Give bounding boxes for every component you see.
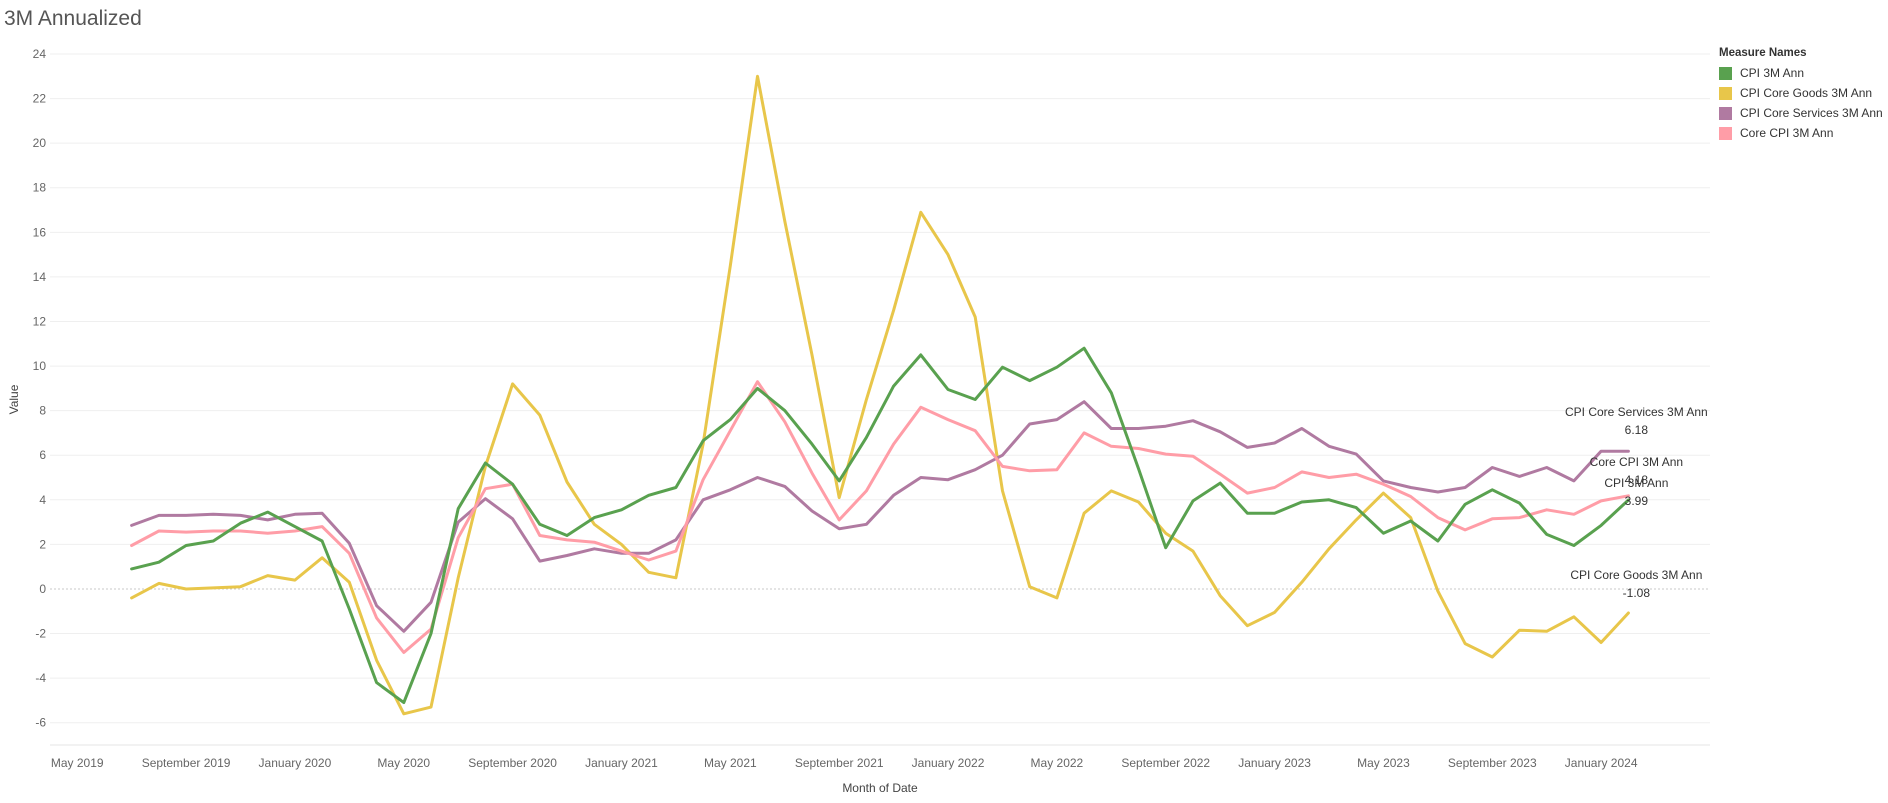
legend: Measure Names CPI 3M Ann CPI Core Goods 3… — [1719, 47, 1883, 143]
y-tick-label: 0 — [39, 582, 46, 596]
grid-lines — [50, 53, 1710, 724]
x-tick-label: January 2023 — [1238, 756, 1311, 770]
legend-title: Measure Names — [1719, 47, 1807, 59]
end-label-value: -1.08 — [1623, 586, 1651, 600]
y-tick-label: 24 — [33, 47, 47, 61]
x-tick-label: May 2023 — [1357, 756, 1410, 770]
legend-label: CPI Core Services 3M Ann — [1740, 106, 1883, 120]
x-tick-label: September 2021 — [795, 756, 884, 770]
legend-item[interactable]: CPI Core Goods 3M Ann — [1719, 83, 1883, 103]
x-tick-label: May 2020 — [377, 756, 430, 770]
x-tick-label: May 2022 — [1031, 756, 1084, 770]
series-line-cpi-core-services-3m-ann — [130, 400, 1630, 633]
x-tick-label: May 2021 — [704, 756, 757, 770]
series-lines — [130, 74, 1630, 716]
legend-swatch — [1719, 66, 1732, 80]
legend-item[interactable]: Core CPI 3M Ann — [1719, 123, 1883, 143]
y-tick-label: -2 — [35, 627, 46, 641]
y-tick-label: 8 — [39, 404, 46, 418]
x-tick-label: January 2024 — [1565, 756, 1638, 770]
legend-label: Core CPI 3M Ann — [1740, 126, 1834, 140]
y-tick-label: 16 — [33, 225, 47, 239]
legend-swatch — [1719, 106, 1732, 120]
x-tick-label: January 2020 — [259, 756, 332, 770]
end-label-value: 3.99 — [1625, 494, 1649, 508]
series-line-core-cpi-3m-ann — [130, 380, 1630, 654]
x-tick-label: May 2019 — [51, 756, 104, 770]
y-tick-label: 14 — [33, 270, 47, 284]
y-tick-label: 6 — [39, 448, 46, 462]
end-label-name: CPI Core Services 3M Ann — [1565, 405, 1708, 419]
y-tick-label: 12 — [33, 314, 47, 328]
chart-title: 3M Annualized — [4, 7, 142, 30]
legend-item[interactable]: CPI 3M Ann — [1719, 63, 1883, 83]
series-line-cpi-3m-ann — [130, 346, 1630, 705]
x-tick-label: January 2022 — [912, 756, 985, 770]
legend-item[interactable]: CPI Core Services 3M Ann — [1719, 103, 1883, 123]
legend-label: CPI Core Goods 3M Ann — [1740, 86, 1873, 100]
end-label-name: CPI 3M Ann — [1604, 476, 1668, 490]
y-tick-label: -6 — [35, 716, 46, 730]
y-tick-label: 22 — [33, 92, 47, 106]
x-tick-label: January 2021 — [585, 756, 658, 770]
legend-items: CPI 3M Ann CPI Core Goods 3M Ann CPI Core … — [1719, 63, 1883, 143]
end-label-name: CPI Core Goods 3M Ann — [1570, 568, 1702, 582]
y-axis-label: Value — [7, 384, 21, 414]
series-line-cpi-core-goods-3m-ann — [130, 74, 1630, 716]
legend-swatch — [1719, 86, 1732, 100]
x-tick-label: September 2020 — [468, 756, 557, 770]
end-label-value: 4.18 — [1625, 473, 1649, 487]
y-tick-label: 2 — [39, 537, 46, 551]
end-labels: CPI Core Goods 3M Ann -1.08 CPI Core Servi… — [1565, 405, 1708, 600]
y-tick-label: 18 — [33, 181, 47, 195]
x-tick-label: September 2019 — [142, 756, 231, 770]
y-tick-label: 20 — [33, 136, 47, 150]
x-tick-label: September 2023 — [1448, 756, 1537, 770]
x-tick-label: September 2022 — [1121, 756, 1210, 770]
legend-label: CPI 3M Ann — [1740, 66, 1805, 80]
end-label-value: 6.18 — [1625, 423, 1649, 437]
legend-swatch — [1719, 126, 1732, 140]
end-label-name: Core CPI 3M Ann — [1590, 455, 1683, 469]
y-tick-label: -4 — [35, 671, 46, 685]
y-tick-label: 10 — [33, 359, 47, 373]
y-tick-label: 4 — [39, 493, 46, 507]
x-axis-label: Month of Date — [842, 781, 918, 795]
